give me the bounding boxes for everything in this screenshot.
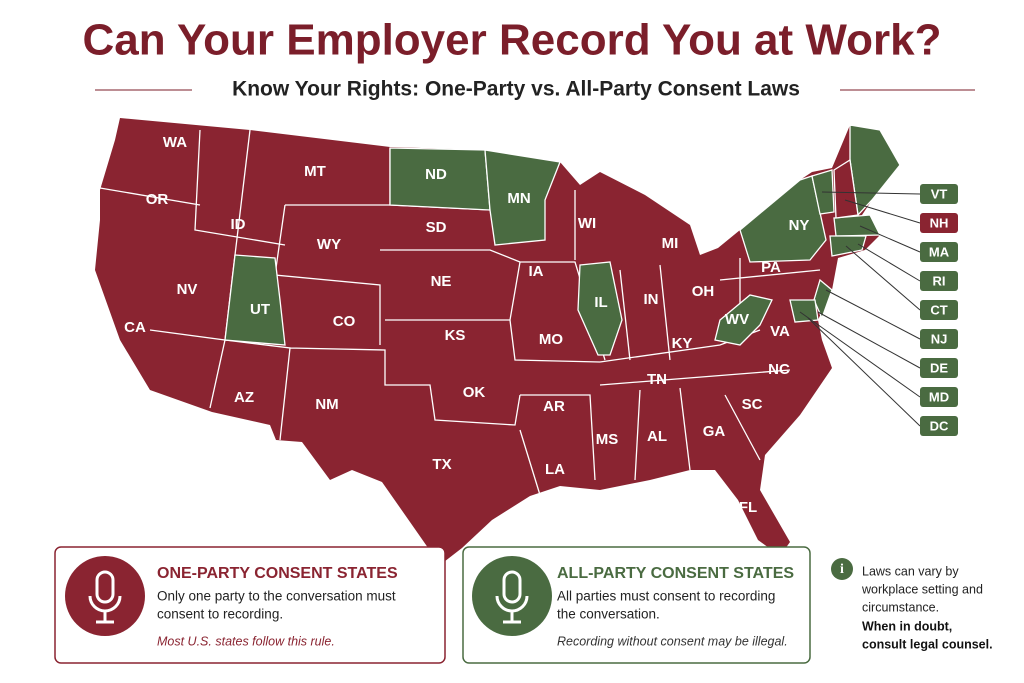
info-text: workplace setting and (861, 582, 983, 596)
callout-label: NH (930, 215, 949, 230)
leader-line (807, 317, 921, 427)
state-label: MI (662, 235, 679, 252)
state-label: NM (315, 396, 338, 413)
state-label: CA (124, 319, 146, 336)
state-label: AR (543, 398, 565, 415)
legend-text: consent to recording. (157, 607, 283, 622)
callout-label: DE (930, 360, 948, 375)
state-label: WV (725, 311, 749, 328)
state-label: AL (647, 428, 667, 445)
leader-line (844, 199, 921, 224)
callout-box (920, 242, 958, 262)
callouts: VT NH MA RI CT NJ DE MD DC (799, 184, 958, 436)
info-emphasis: consult legal counsel. (862, 637, 993, 651)
callout-label: NJ (931, 331, 948, 346)
info-emphasis: When in doubt, (862, 619, 952, 633)
info-icon (831, 558, 853, 580)
callout-label: CT (930, 302, 947, 317)
callout-label: MA (929, 244, 950, 259)
legend-text: Only one party to the conversation must (157, 589, 396, 604)
state-label: AZ (234, 389, 254, 406)
legend-title: ONE-PARTY CONSENT STATES (157, 565, 398, 582)
state-label: WI (578, 215, 596, 232)
callout-label: RI (933, 273, 946, 288)
state-label: IN (644, 291, 659, 308)
info-text: circumstance. (862, 600, 939, 614)
leader-line (859, 225, 921, 253)
state-label: KY (672, 335, 693, 352)
state-label: IA (529, 263, 544, 280)
callout-box (920, 329, 958, 349)
state-label: TN (647, 371, 667, 388)
subtitle: Know Your Rights: One-Party vs. All-Part… (232, 78, 800, 101)
us-outline (95, 118, 900, 565)
leader-line (821, 191, 921, 195)
leader-line (857, 243, 921, 282)
state-label: MN (507, 190, 530, 207)
state-label: NE (431, 273, 452, 290)
state-label: MT (304, 163, 326, 180)
legend-note: Most U.S. states follow this rule. (157, 634, 335, 648)
callout-box (920, 184, 958, 204)
state-label: GA (703, 423, 726, 440)
state-label: KS (445, 327, 466, 344)
legend-text: the conversation. (557, 607, 660, 622)
state-label: VA (770, 323, 790, 340)
state-label: TX (432, 456, 451, 473)
legend-all-party (462, 546, 811, 664)
callout-box (920, 271, 958, 291)
nh-state (833, 158, 859, 219)
callout-box (920, 358, 958, 378)
us-map: WA OR MT ID ND MN SD WY WI NV UT NE IA MI NY PA IL IN OH CA… (95, 118, 901, 565)
state-label: LA (545, 461, 565, 478)
leader-line (799, 311, 921, 398)
callout-box (920, 300, 958, 320)
state-label: SD (426, 219, 447, 236)
state-label: OR (146, 191, 169, 208)
state-label: SC (742, 396, 763, 413)
leader-line (825, 289, 921, 340)
legend-title: ALL-PARTY CONSENT STATES (557, 565, 794, 582)
state-label: CO (333, 313, 356, 330)
state-label: WA (163, 134, 187, 151)
info-glyph: i (840, 562, 844, 577)
state-label: PA (761, 259, 781, 276)
state-label: ID (231, 216, 246, 233)
state-label: OH (692, 283, 715, 300)
state-label: NV (177, 281, 198, 298)
callout-label: MD (929, 389, 949, 404)
state-label: ND (425, 166, 447, 183)
state-label: IL (594, 294, 607, 311)
title: Can Your Employer Record You at Work? (83, 16, 942, 65)
state-label: UT (250, 301, 270, 318)
legend-texts: ONE-PARTY CONSENT STATES Only one party t… (157, 564, 993, 651)
callout-box (920, 416, 958, 436)
state-label: FL (739, 499, 757, 516)
state-label: OK (463, 384, 486, 401)
state-label: WY (317, 236, 341, 253)
legend-text: All parties must consent to recording (557, 589, 775, 604)
leader-line (845, 245, 921, 311)
state-label: MO (539, 331, 563, 348)
info-text: Laws can vary by (862, 564, 959, 578)
legend-one-party (54, 546, 446, 664)
callout-box (920, 213, 958, 233)
state-label: NC (768, 361, 790, 378)
state-label: NY (789, 217, 810, 234)
leader-line (817, 311, 921, 369)
callout-box (920, 387, 958, 407)
callout-label: VT (931, 186, 948, 201)
state-label: MS (596, 431, 619, 448)
callout-label: DC (930, 418, 949, 433)
legend-note: Recording without consent may be illegal… (557, 634, 788, 648)
